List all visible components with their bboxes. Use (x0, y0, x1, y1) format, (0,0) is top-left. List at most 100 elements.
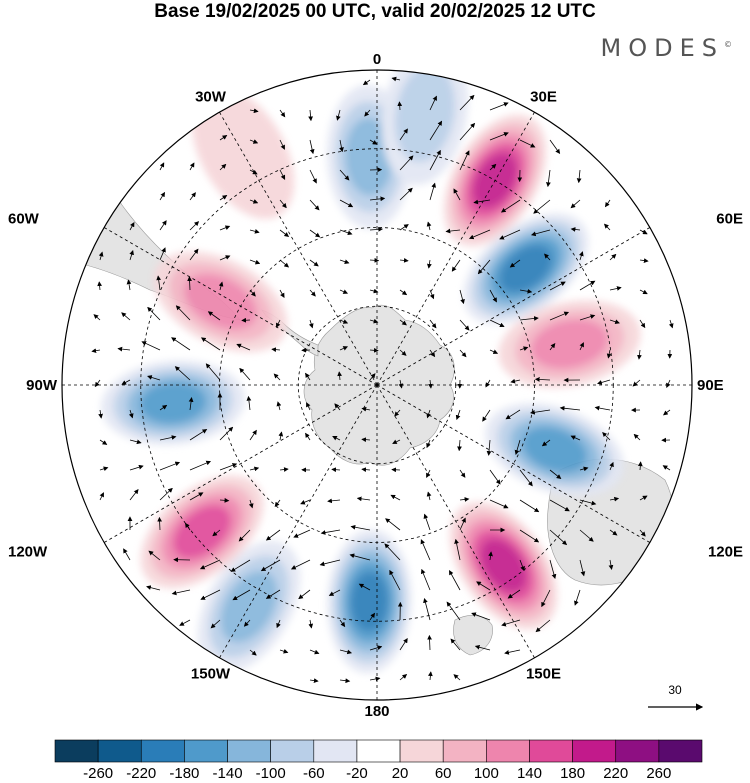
wind-vector (399, 187, 413, 201)
wind-vector (449, 570, 461, 591)
wind-vector (157, 516, 163, 531)
wind-vector (668, 319, 674, 329)
wind-vector (394, 409, 401, 417)
colorbar-swatch (658, 739, 703, 763)
wind-vector (305, 372, 311, 381)
wind-vector (632, 379, 641, 387)
wind-vector (485, 379, 491, 388)
longitude-label: 150W (191, 665, 231, 682)
wind-vector (489, 499, 509, 509)
longitude-label: 0 (373, 51, 381, 68)
colorbar-tick-label: 100 (474, 765, 499, 782)
colorbar-swatch (140, 739, 185, 763)
colorbar-tick-label: -220 (126, 765, 156, 782)
wind-vector (339, 289, 349, 294)
wind-vector (609, 529, 618, 536)
wind-vector (427, 634, 432, 651)
colorbar-swatch (313, 739, 358, 763)
wind-vector (210, 619, 221, 629)
wind-vector (279, 139, 285, 150)
wind-vector (429, 182, 436, 201)
wind-vector (249, 649, 257, 656)
wind-vector (453, 188, 461, 201)
wind-vector (426, 491, 432, 501)
colorbar-tick-label: -100 (256, 765, 286, 782)
wind-vector (489, 102, 509, 111)
wind-vector (549, 469, 562, 480)
wind-vector (249, 466, 260, 472)
wind-vector (579, 529, 594, 542)
wind-vector (609, 286, 622, 291)
wind-vector (389, 569, 401, 591)
wind-vector (369, 676, 381, 682)
wind-vector (339, 199, 354, 208)
wind-vector (489, 319, 505, 328)
wind-vector (579, 280, 596, 291)
brand-mark: © (724, 40, 732, 49)
wind-vector (477, 259, 491, 275)
wind-vector (549, 342, 556, 351)
wind-vector (219, 463, 238, 471)
wind-vector (535, 619, 551, 633)
wind-vector (230, 559, 251, 572)
wind-vector (159, 220, 167, 231)
wind-vector (309, 678, 319, 683)
wind-vector (499, 229, 521, 240)
wind-vector (123, 548, 131, 561)
wind-vector (579, 466, 589, 472)
wind-vector (369, 227, 384, 232)
longitude-label: 180 (364, 703, 389, 720)
colorbar-swatch (356, 739, 401, 763)
wind-vector (362, 79, 371, 86)
wind-vector (219, 255, 231, 261)
wind-vector (219, 426, 234, 441)
wind-vector (609, 461, 614, 471)
colorbar-swatch (270, 739, 315, 763)
wind-vector (129, 489, 139, 501)
wind-vector (339, 169, 350, 181)
wind-vector (249, 108, 259, 114)
wind-vector (549, 139, 561, 155)
wind-vector (446, 601, 461, 621)
anomaly-contour (220, 570, 278, 643)
wind-vector (369, 347, 379, 353)
anomaly-contour (531, 319, 608, 369)
wind-vector (399, 224, 409, 231)
wind-vector (305, 432, 311, 441)
wind-vector (507, 589, 521, 599)
meridian (376, 384, 650, 543)
colorbar-swatch (399, 739, 444, 763)
wind-vector (241, 317, 251, 323)
wind-vectors (91, 76, 674, 684)
wind-vector (459, 289, 465, 305)
wind-vector (549, 311, 570, 321)
longitude-label: 90W (26, 377, 58, 394)
wind-vector (361, 406, 371, 412)
colorbar-swatch (529, 739, 573, 763)
wind-vector (489, 289, 497, 303)
wind-vector (189, 192, 196, 201)
longitude-label: 120W (8, 544, 48, 561)
wind-vector (265, 529, 281, 541)
wind-vector (189, 162, 195, 171)
wind-vector (369, 288, 379, 294)
wind-vector (594, 405, 611, 411)
wind-vector (459, 122, 476, 141)
anomaly-layer (101, 70, 641, 674)
wind-vector (249, 139, 259, 144)
wind-vector (639, 258, 649, 263)
anomaly-contour (345, 117, 393, 196)
wind-vector (519, 499, 540, 513)
wind-vector (279, 109, 286, 118)
wind-vector (339, 678, 351, 684)
wind-vector (207, 311, 221, 321)
wind-vector (519, 316, 539, 321)
wind-vector (339, 229, 353, 236)
wind-vector (309, 199, 320, 211)
wind-vector (308, 319, 314, 329)
wind-vector (473, 199, 491, 205)
new-zealand (453, 615, 493, 656)
wind-vector (602, 432, 611, 441)
wind-vector (399, 289, 408, 296)
wind-vector (662, 465, 671, 471)
